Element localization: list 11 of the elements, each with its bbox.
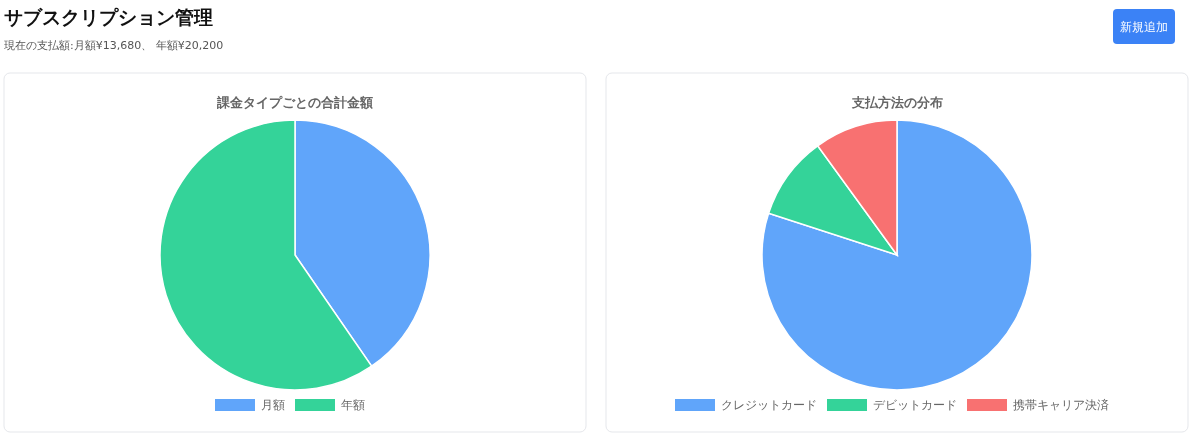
chart-title: 課金タイプごとの合計金額 — [216, 95, 373, 110]
chart-title: 支払方法の分布 — [850, 95, 943, 110]
legend-label: 年額 — [341, 398, 365, 412]
text: サブスクリプション管理 — [4, 6, 213, 28]
text: 新規追加 — [1120, 20, 1168, 34]
legend-label: デビットカード — [873, 398, 957, 412]
legend-label: 携帯キャリア決済 — [1013, 398, 1109, 412]
text: 現在の支払額:月額¥13,680、 年額¥20,200 — [4, 39, 224, 52]
legend-label: クレジットカード — [721, 398, 817, 412]
legend-label: 月額 — [261, 398, 285, 412]
pie-slice — [761, 119, 1033, 391]
